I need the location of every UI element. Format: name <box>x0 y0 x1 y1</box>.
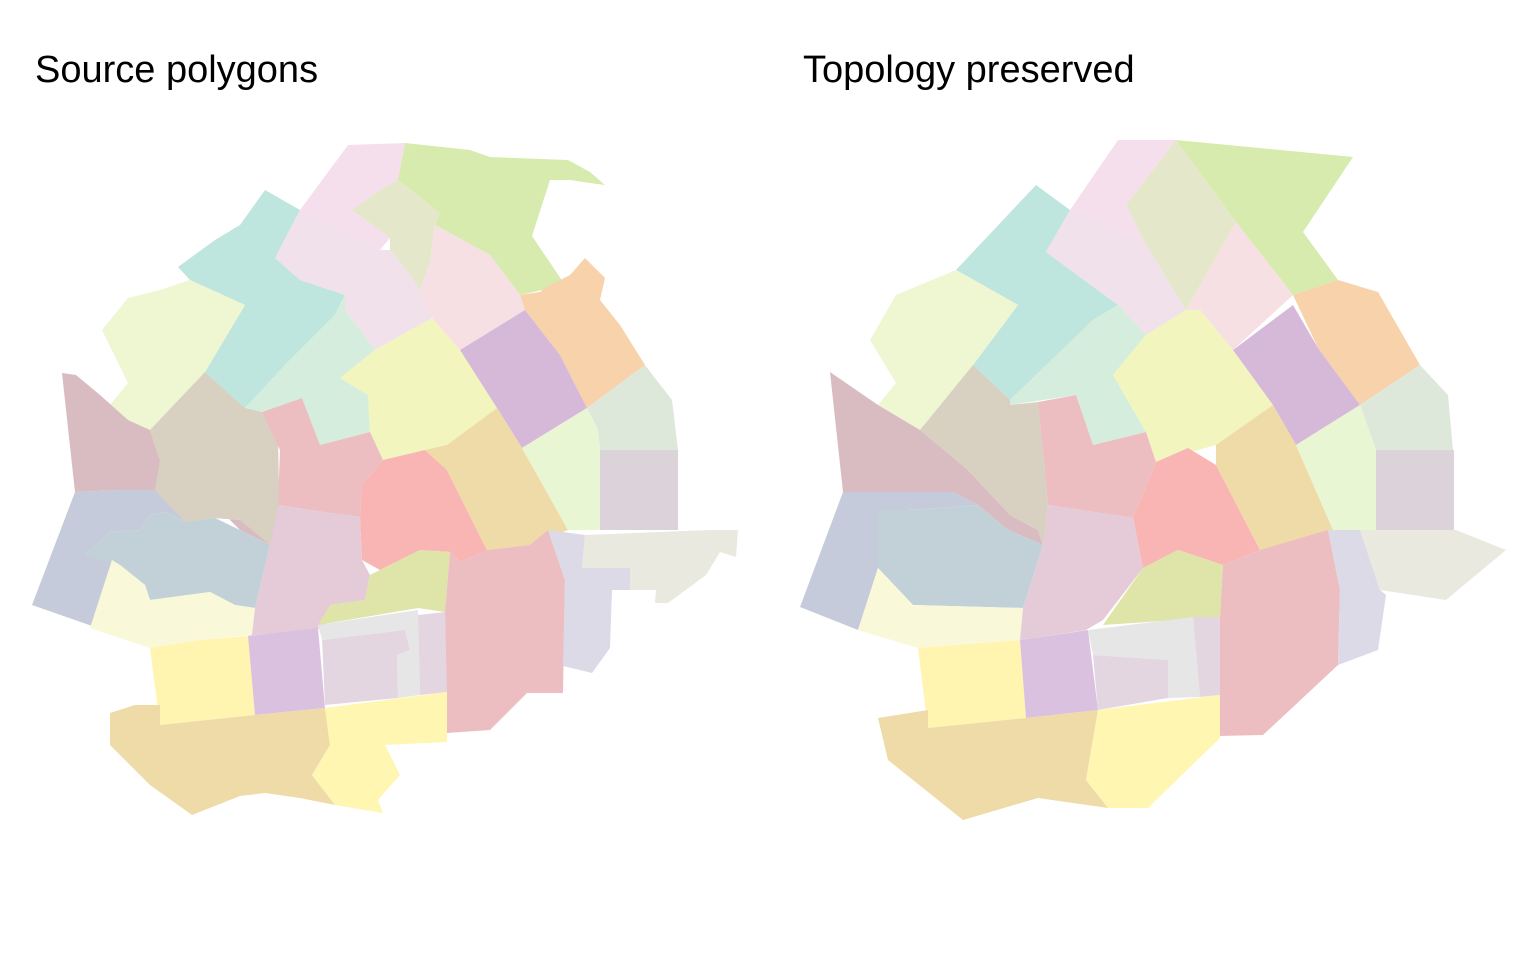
polygon <box>245 295 375 445</box>
polygon <box>600 450 678 530</box>
polygon <box>548 530 630 673</box>
polygon <box>587 365 678 450</box>
polygon <box>62 373 275 545</box>
polygon <box>262 398 383 517</box>
polygon <box>150 372 280 545</box>
polygon <box>1126 140 1236 310</box>
polygon <box>1376 450 1454 530</box>
panel-title: Topology preserved <box>803 49 1135 91</box>
polygon <box>582 530 738 603</box>
polygon <box>360 450 487 570</box>
polygon <box>800 492 978 630</box>
polygon <box>520 258 645 408</box>
polygon <box>322 630 410 705</box>
polygon <box>1086 695 1220 808</box>
polygon <box>1186 222 1293 350</box>
polygon <box>1093 655 1168 710</box>
polygon <box>1038 395 1156 518</box>
polygon <box>1103 550 1223 625</box>
topology-preserved-map <box>800 140 1506 820</box>
polygon <box>318 550 450 625</box>
polygon <box>522 408 600 530</box>
polygon <box>248 628 325 715</box>
polygon <box>312 692 447 813</box>
polygon <box>425 408 568 550</box>
polygon <box>956 185 1118 400</box>
polygon <box>1046 210 1186 335</box>
polygon <box>918 640 1026 728</box>
polygon <box>1020 505 1143 640</box>
polygon <box>1360 530 1506 600</box>
polygon <box>1133 448 1260 568</box>
polygon <box>1233 305 1360 445</box>
polygon <box>1020 630 1098 718</box>
polygon <box>1193 617 1220 697</box>
polygon <box>90 560 255 648</box>
polygon <box>420 225 525 350</box>
polygon <box>1218 530 1340 736</box>
polygon <box>352 180 440 290</box>
polygon <box>318 610 420 698</box>
polygon <box>858 568 1023 648</box>
panel-title: Source polygons <box>35 49 319 91</box>
polygon <box>878 505 1043 608</box>
source-polygons-panel: Source polygons <box>32 49 738 815</box>
polygon <box>150 636 255 725</box>
polygon <box>870 270 1018 430</box>
polygon <box>1360 365 1453 450</box>
polygon <box>1293 280 1420 405</box>
polygon <box>178 190 345 408</box>
polygon <box>246 505 370 636</box>
polygon <box>398 143 605 295</box>
source-polygons-map <box>32 143 738 815</box>
polygon <box>1010 305 1146 445</box>
polygon <box>920 365 1048 545</box>
polygon <box>878 710 1108 820</box>
polygon <box>300 143 405 250</box>
polygon <box>102 280 245 430</box>
topology-preserved-panel: Topology preserved <box>768 0 1536 960</box>
polygon <box>1296 405 1376 530</box>
polygon <box>1328 530 1386 665</box>
polygon <box>275 210 432 350</box>
polygon <box>110 705 335 815</box>
polygon <box>32 490 185 627</box>
polygon <box>830 372 1043 545</box>
polygon <box>1113 310 1273 462</box>
polygon <box>460 310 587 448</box>
polygon <box>1088 617 1200 698</box>
polygon <box>85 512 270 608</box>
polygon <box>1216 405 1333 550</box>
polygon <box>445 530 565 733</box>
polygon <box>1070 140 1176 245</box>
polygon <box>340 318 497 460</box>
polygon <box>418 612 447 695</box>
polygon <box>1176 140 1353 295</box>
